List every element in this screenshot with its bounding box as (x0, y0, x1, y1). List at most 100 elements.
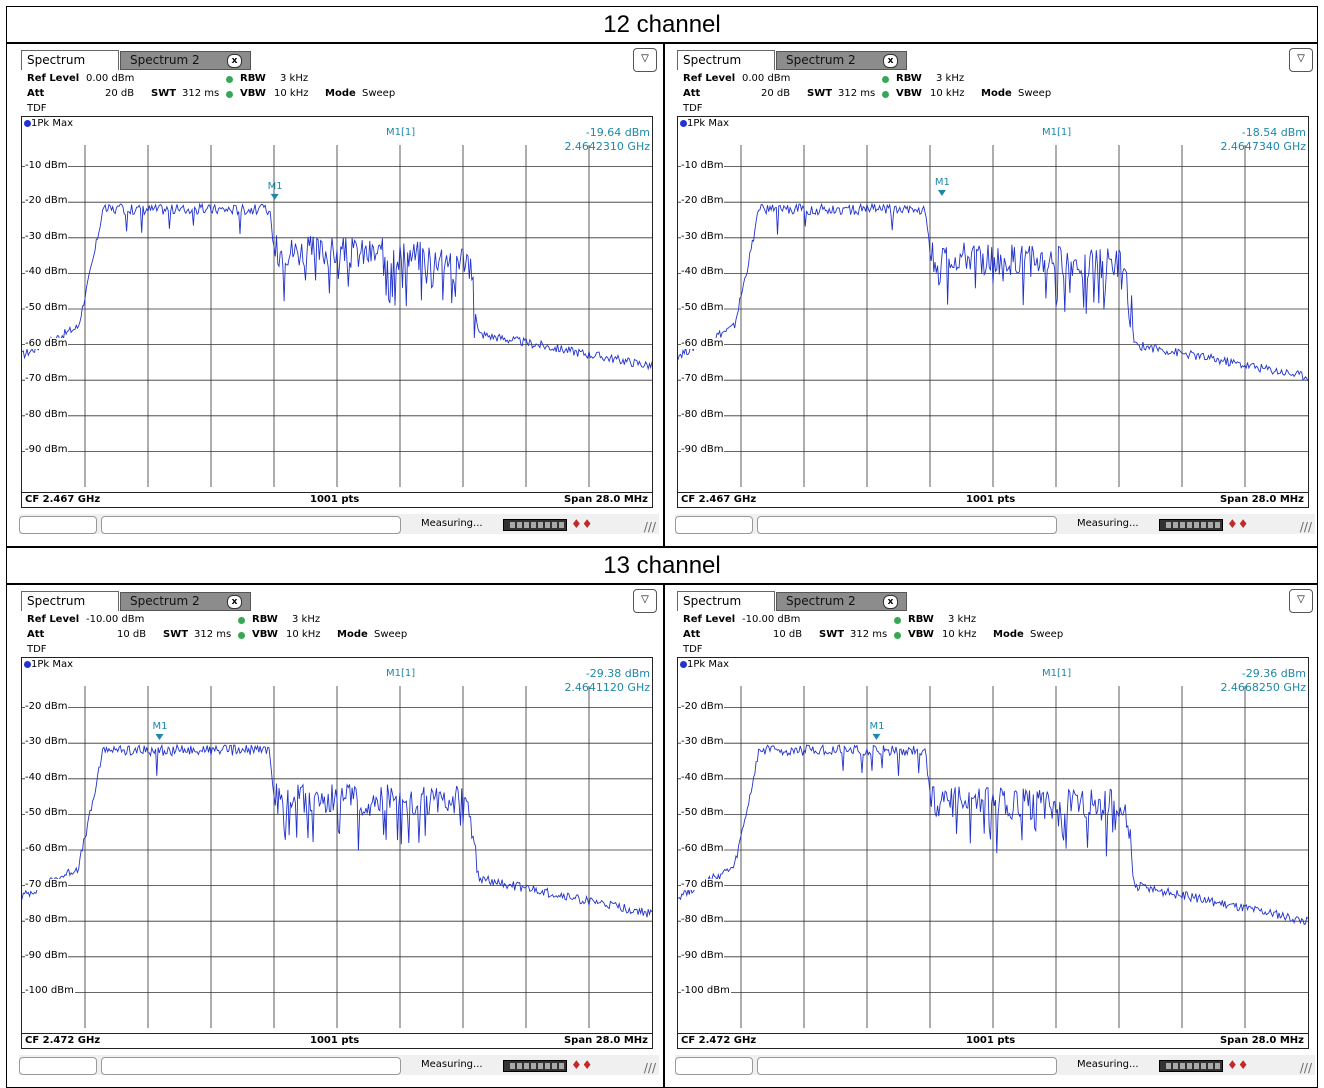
resize-grip-icon[interactable]: /// (643, 520, 656, 534)
status-field[interactable] (101, 516, 401, 534)
ref-level-value: -10.00 dBm (86, 614, 145, 625)
resize-grip-icon[interactable]: /// (1299, 1061, 1312, 1075)
tab-spectrum[interactable]: Spectrum (21, 50, 119, 70)
status-field[interactable] (757, 516, 1057, 534)
status-dot (238, 617, 245, 624)
y-axis-label: -50 dBm (681, 807, 725, 819)
mode-value: Sweep (374, 629, 408, 640)
analyzer-screen: Spectrum Spectrum 2 x ▽ Ref Level -10.00 dBm A… (675, 587, 1315, 1083)
y-axis-label: -30 dBm (25, 230, 69, 242)
vbw-value: 10 kHz (942, 629, 977, 640)
tab-spectrum-2[interactable]: Spectrum 2 x (776, 592, 907, 611)
trace-line (678, 744, 1308, 926)
marker-triangle (937, 190, 946, 197)
status-field[interactable] (19, 1057, 97, 1075)
tab-spectrum[interactable]: Spectrum (677, 591, 775, 611)
att-label: Att (27, 629, 45, 640)
sweep-points: 1001 pts (966, 1035, 1016, 1046)
y-axis-label: -10 dBm (681, 159, 725, 171)
settings-panel: Ref Level 0.00 dBm Att 20 dB SWT 312 ms RBW 3 k… (675, 70, 1315, 116)
marker-triangle (155, 733, 164, 740)
analyzer-screen: Spectrum Spectrum 2 x ▽ Ref Level 0.00 dBm Att… (19, 46, 659, 542)
swt-label: SWT (819, 629, 845, 640)
status-field[interactable] (757, 1057, 1057, 1075)
progress-bar (503, 519, 567, 531)
close-icon[interactable]: x (883, 54, 898, 68)
trace-dot (680, 119, 687, 127)
status-field[interactable] (19, 516, 97, 534)
marker-label: M1 (267, 180, 283, 192)
rbw-label: RBW (252, 614, 278, 625)
sweep-points: 1001 pts (310, 494, 360, 505)
y-axis-label: -90 dBm (25, 949, 69, 961)
analyzer-screen: Spectrum Spectrum 2 x ▽ Ref Level 0.00 dBm Att… (675, 46, 1315, 542)
menu-icon[interactable]: ▽ (1289, 589, 1313, 613)
tab-spectrum-2[interactable]: Spectrum 2 x (776, 51, 907, 70)
tab-spectrum[interactable]: Spectrum (21, 591, 119, 611)
rbw-label: RBW (240, 73, 266, 84)
tab-spectrum-2[interactable]: Spectrum 2 x (120, 51, 251, 70)
close-icon[interactable]: x (227, 595, 242, 609)
center-frequency: CF 2.472 GHz (681, 1035, 757, 1046)
screenshot-cell: Spectrum Spectrum 2 x ▽ Ref Level -10.00 dBm A… (6, 584, 664, 1088)
progress-bar (1159, 1060, 1223, 1072)
trace-label: 1Pk Max (680, 659, 729, 670)
menu-icon[interactable]: ▽ (633, 48, 657, 72)
rbw-value: 3 kHz (280, 73, 309, 84)
y-axis-label: -50 dBm (25, 302, 69, 313)
status-bar: Measuring... ♦♦ /// (19, 514, 659, 534)
measuring-status: Measuring... (1077, 1059, 1139, 1070)
trace-label: 1Pk Max (24, 118, 73, 129)
att-label: Att (683, 629, 701, 640)
status-bar: Measuring... ♦♦ /// (19, 1055, 659, 1075)
ref-level-label: Ref Level (683, 73, 736, 84)
span-value: Span 28.0 MHz (563, 1035, 648, 1046)
menu-icon[interactable]: ▽ (633, 589, 657, 613)
marker-triangle (270, 193, 279, 200)
ref-level-label: Ref Level (27, 614, 80, 625)
y-axis-label: -50 dBm (681, 302, 725, 313)
swt-value: 312 ms (182, 88, 220, 99)
y-axis-label: -60 dBm (25, 337, 69, 349)
spectrum-graph: 1Pk Max M1 -20 dBm -30 dBm -40 dBm -50 dBm -60… (677, 657, 1309, 1049)
resize-grip-icon[interactable]: /// (643, 1061, 656, 1075)
tab-label: Spectrum 2 (786, 594, 856, 608)
trace-dot (680, 660, 687, 668)
center-frequency: CF 2.467 GHz (681, 494, 757, 505)
status-dot (882, 76, 889, 83)
tdf-label: TDF (683, 103, 703, 114)
resize-grip-icon[interactable]: /// (1299, 520, 1312, 534)
trace-line (22, 202, 652, 371)
att-value: 10 dB (117, 629, 147, 640)
trace-label: 1Pk Max (680, 118, 729, 129)
center-frequency: CF 2.472 GHz (25, 1035, 101, 1046)
status-dot (226, 76, 233, 83)
tab-spectrum-2[interactable]: Spectrum 2 x (120, 592, 251, 611)
marker-readout-level: -29.38 dBm (585, 667, 650, 680)
tab-bar: Spectrum Spectrum 2 x ▽ (675, 46, 1315, 72)
swt-value: 312 ms (838, 88, 876, 99)
swt-value: 312 ms (850, 629, 888, 640)
settings-panel: Ref Level 0.00 dBm Att 20 dB SWT 312 ms RBW 3 k… (19, 70, 659, 116)
menu-icon[interactable]: ▽ (1289, 48, 1313, 72)
y-axis-label: -50 dBm (25, 807, 69, 819)
y-axis-label: -80 dBm (681, 408, 725, 420)
status-field[interactable] (675, 516, 753, 534)
close-icon[interactable]: x (883, 595, 898, 609)
status-field[interactable] (675, 1057, 753, 1075)
ref-level-label: Ref Level (683, 614, 736, 625)
screenshot-cell: Spectrum Spectrum 2 x ▽ Ref Level 0.00 dBm Att… (664, 43, 1318, 547)
tab-spectrum[interactable]: Spectrum (677, 50, 775, 70)
mode-value: Sweep (362, 88, 396, 99)
status-field[interactable] (101, 1057, 401, 1075)
y-axis-label: -40 dBm (25, 771, 69, 783)
mode-value: Sweep (1030, 629, 1064, 640)
vbw-label: VBW (896, 88, 922, 99)
mode-label: Mode (325, 88, 356, 99)
tdf-label: TDF (27, 644, 47, 655)
y-axis-label: -20 dBm (25, 195, 69, 207)
lxi-icon: ♦♦ (1227, 1058, 1249, 1072)
trace-line (22, 743, 652, 918)
close-icon[interactable]: x (227, 54, 242, 68)
trace-label: 1Pk Max (24, 659, 73, 670)
